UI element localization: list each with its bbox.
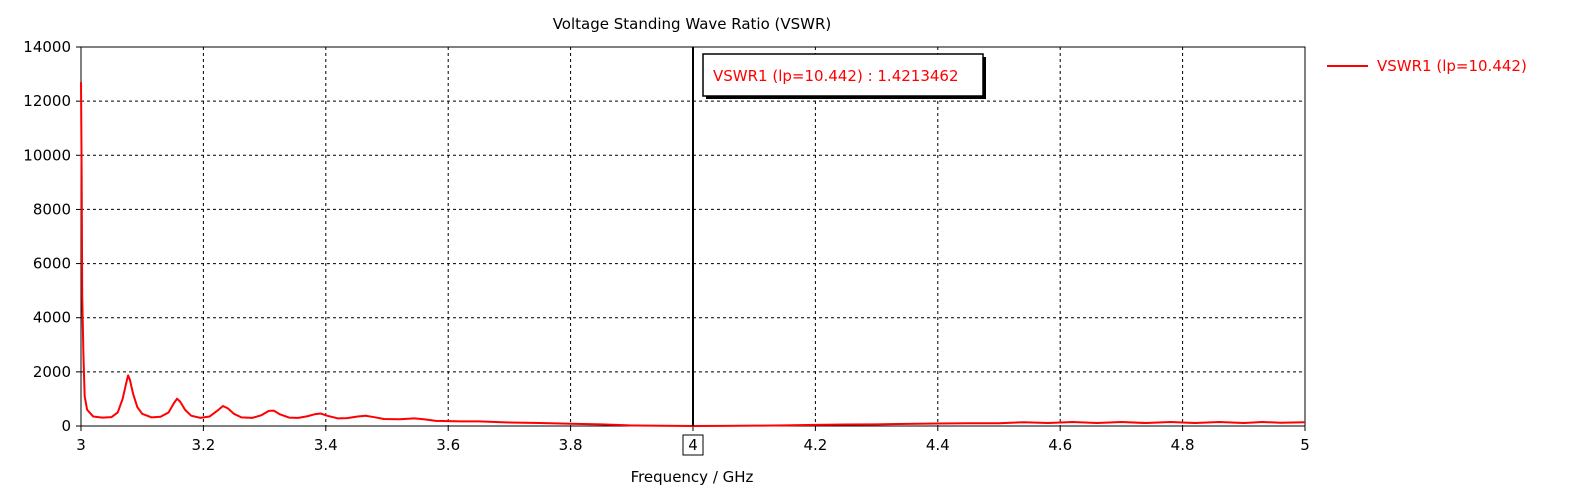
legend: VSWR1 (lp=10.442) (1327, 57, 1527, 75)
y-tick-label: 12000 (23, 92, 71, 110)
series-line-vswr1 (80, 82, 1306, 427)
marker-callout-label: VSWR1 (lp=10.442) : 1.4213462 (713, 67, 959, 85)
marker-x-box[interactable] (682, 434, 704, 456)
y-tick-label: 0 (61, 417, 71, 435)
x-tick-label: 4.4 (926, 436, 950, 454)
y-tick-label: 2000 (33, 363, 71, 381)
x-tick-label: 3 (76, 436, 86, 454)
x-tick-label: 4.6 (1048, 436, 1072, 454)
y-tick-label: 6000 (33, 255, 71, 273)
y-axis-ticks: 0 2000 4000 6000 8000 10000 12000 14000 (23, 38, 81, 435)
legend-label: VSWR1 (lp=10.442) (1377, 57, 1527, 75)
x-tick-label: 5 (1300, 436, 1310, 454)
x-tick-label: 3.8 (559, 436, 583, 454)
y-tick-label: 8000 (33, 200, 71, 218)
x-tick-label: 4.8 (1171, 436, 1195, 454)
y-tick-label: 14000 (23, 38, 71, 56)
x-tick-label: 4.2 (803, 436, 827, 454)
y-tick-label: 4000 (33, 309, 71, 327)
x-tick-label: 3.2 (191, 436, 215, 454)
y-tick-label: 10000 (23, 146, 71, 164)
x-axis-label: Frequency / GHz (631, 468, 754, 486)
x-tick-label: 3.6 (436, 436, 460, 454)
marker-callout-box[interactable] (702, 53, 984, 97)
x-axis-ticks: 3 3.2 3.4 3.6 3.8 4.2 4.4 4.6 4.8 5 (76, 426, 1310, 454)
marker-layer[interactable]: 4 VSWR1 (lp=10.442) : 1.4213462 (682, 47, 986, 456)
series-layer (80, 82, 1306, 427)
chart-title: Voltage Standing Wave Ratio (VSWR) (553, 15, 832, 33)
x-tick-label: 3.4 (314, 436, 338, 454)
marker-x-label: 4 (688, 436, 698, 454)
